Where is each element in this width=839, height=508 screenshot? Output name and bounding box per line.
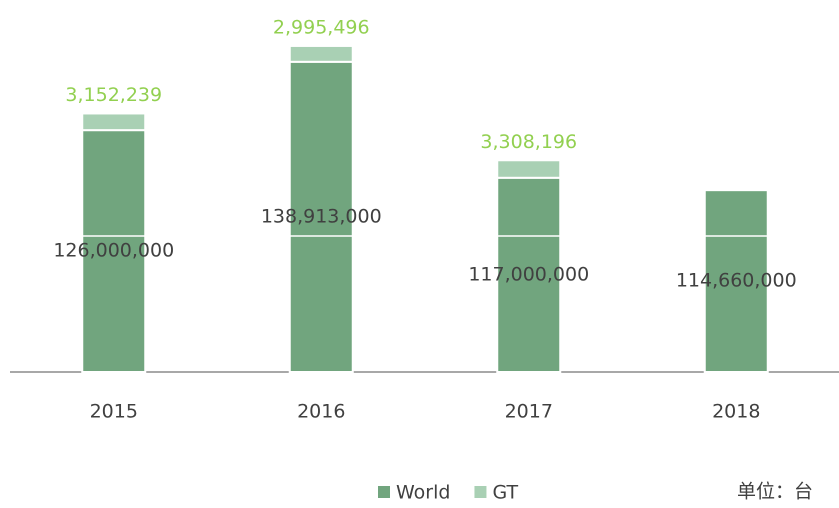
- bar-segment: [496, 159, 562, 179]
- data-label: 3,152,239: [65, 84, 162, 106]
- unit-annotation: 单位：台: [737, 481, 813, 503]
- x-tick-label: 2015: [90, 401, 138, 423]
- bar-segment: [81, 112, 147, 132]
- bar-segment: [703, 189, 769, 373]
- x-tick-label: 2016: [297, 401, 345, 423]
- x-tick-label: 2018: [712, 401, 760, 423]
- x-tick-label: 2017: [505, 401, 553, 423]
- bar-segment: [496, 176, 562, 373]
- bar-segment: [288, 44, 354, 63]
- legend-swatch: [474, 486, 487, 498]
- data-label: 2,995,496: [273, 16, 370, 38]
- legend-label: World: [396, 482, 450, 504]
- data-label: 117,000,000: [468, 263, 589, 285]
- data-label: 114,660,000: [676, 270, 797, 292]
- legend-label: GT: [492, 482, 518, 504]
- data-label: 138,913,000: [261, 205, 382, 227]
- data-label: 126,000,000: [53, 240, 174, 262]
- data-label: 3,308,196: [480, 131, 577, 153]
- bar-segment: [81, 129, 147, 373]
- legend-swatch: [378, 486, 390, 498]
